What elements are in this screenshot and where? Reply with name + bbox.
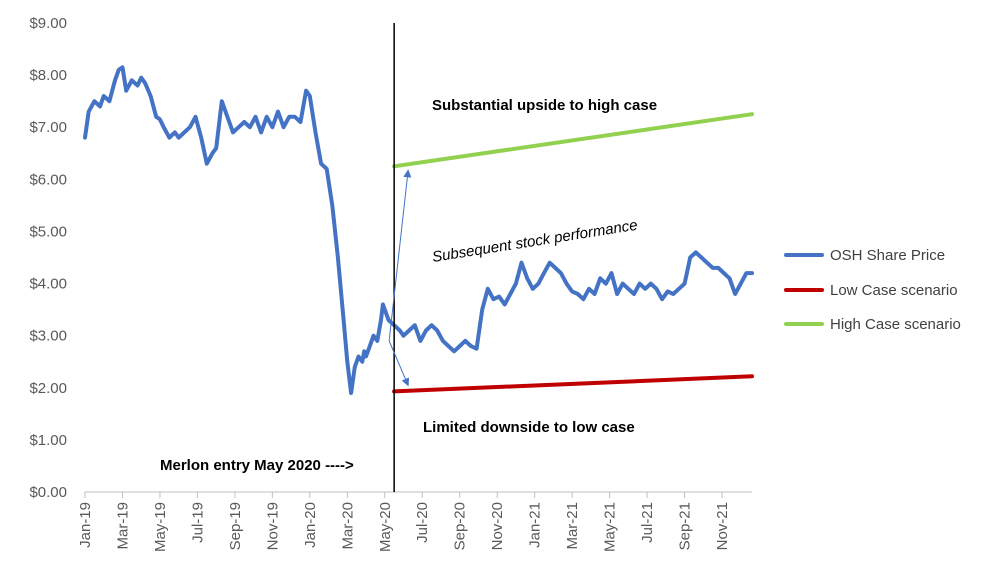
y-tick-label: $2.00 (29, 380, 67, 397)
annotation-merlon-entry: Merlon entry May 2020 ----> (160, 457, 354, 474)
y-tick-label: $4.00 (29, 276, 67, 293)
y-tick-label: $0.00 (29, 484, 67, 501)
x-axis: Jan-19 Mar-19 May-19 Jul-19 Sep-19 Nov-19 Jan-… (77, 492, 731, 552)
x-tick-label: Nov-21 (714, 502, 731, 550)
high-case-line (392, 112, 754, 169)
downside-arrow (388, 340, 410, 387)
x-tick-label: Mar-19 (114, 502, 131, 550)
y-tick-label: $5.00 (29, 223, 67, 240)
y-tick-label: $1.00 (29, 432, 67, 449)
x-tick-label: Jan-21 (527, 502, 544, 548)
x-tick-label: May-21 (602, 502, 619, 552)
annotation-downside: Limited downside to low case (423, 419, 635, 436)
y-tick-label: $6.00 (29, 171, 67, 188)
x-tick-label: Nov-20 (489, 502, 506, 550)
series-layer (83, 65, 754, 395)
annotation-upside: Substantial upside to high case (432, 97, 657, 114)
x-tick-label: Sep-20 (452, 502, 469, 550)
x-tick-label: Jul-19 (189, 502, 206, 543)
x-tick-label: Sep-21 (677, 502, 694, 550)
x-tick-label: Jan-19 (77, 502, 94, 548)
legend-label-osh: OSH Share Price (830, 247, 945, 264)
upside-arrow (388, 169, 412, 341)
legend-label-low-case: Low Case scenario (830, 282, 958, 299)
y-tick-label: $3.00 (29, 328, 67, 345)
x-tick-label: Jan-20 (302, 502, 319, 548)
y-axis: $0.00 $1.00 $2.00 $3.00 $4.00 $5.00 $6.00 $7.00… (29, 15, 67, 501)
legend: OSH Share Price Low Case scenario High C… (784, 247, 961, 333)
x-tick-label: May-20 (377, 502, 394, 552)
low-case-line (392, 374, 754, 394)
y-tick-label: $7.00 (29, 119, 67, 136)
x-tick-label: Mar-20 (339, 502, 356, 550)
annotation-subsequent-performance: Subsequent stock performance (431, 217, 639, 266)
x-tick-label: Nov-19 (264, 502, 281, 550)
osh-share-price-line (83, 65, 754, 395)
x-tick-label: Jul-20 (414, 502, 431, 543)
legend-label-high-case: High Case scenario (830, 316, 961, 333)
y-tick-label: $9.00 (29, 15, 67, 32)
x-tick-label: May-19 (152, 502, 169, 552)
x-tick-label: Jul-21 (639, 502, 656, 543)
y-tick-label: $8.00 (29, 67, 67, 84)
x-tick-label: Mar-21 (564, 502, 581, 550)
x-tick-label: Sep-19 (227, 502, 244, 550)
